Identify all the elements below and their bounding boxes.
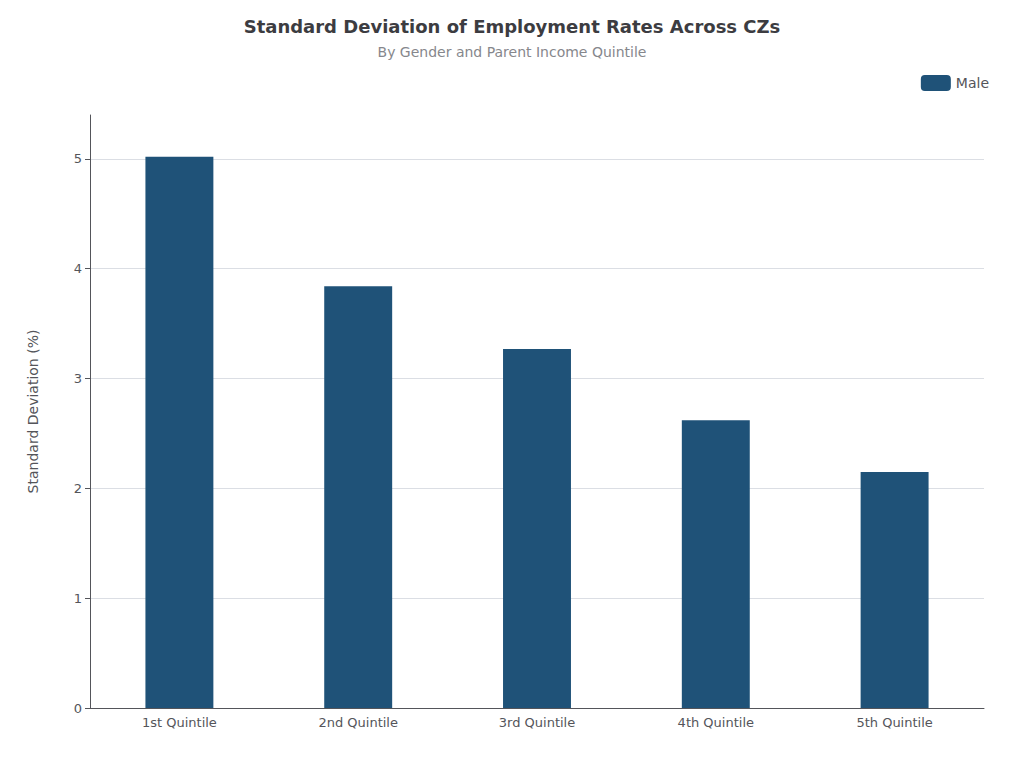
svg-text:Standard Deviation (%): Standard Deviation (%) bbox=[25, 330, 41, 494]
svg-text:By Gender and Parent Income Qu: By Gender and Parent Income Quintile bbox=[378, 44, 647, 60]
svg-text:4: 4 bbox=[74, 261, 82, 276]
svg-text:1: 1 bbox=[74, 591, 82, 606]
svg-text:3rd Quintile: 3rd Quintile bbox=[499, 715, 575, 730]
svg-text:4th Quintile: 4th Quintile bbox=[678, 715, 754, 730]
svg-text:3: 3 bbox=[74, 371, 82, 386]
svg-text:Male: Male bbox=[956, 75, 989, 91]
svg-text:5th Quintile: 5th Quintile bbox=[856, 715, 932, 730]
svg-text:5: 5 bbox=[74, 151, 82, 166]
svg-text:0: 0 bbox=[74, 701, 82, 716]
svg-text:2nd Quintile: 2nd Quintile bbox=[318, 715, 398, 730]
svg-text:Standard Deviation of Employme: Standard Deviation of Employment Rates A… bbox=[244, 16, 781, 37]
svg-text:1st Quintile: 1st Quintile bbox=[142, 715, 217, 730]
svg-text:2: 2 bbox=[74, 481, 82, 496]
